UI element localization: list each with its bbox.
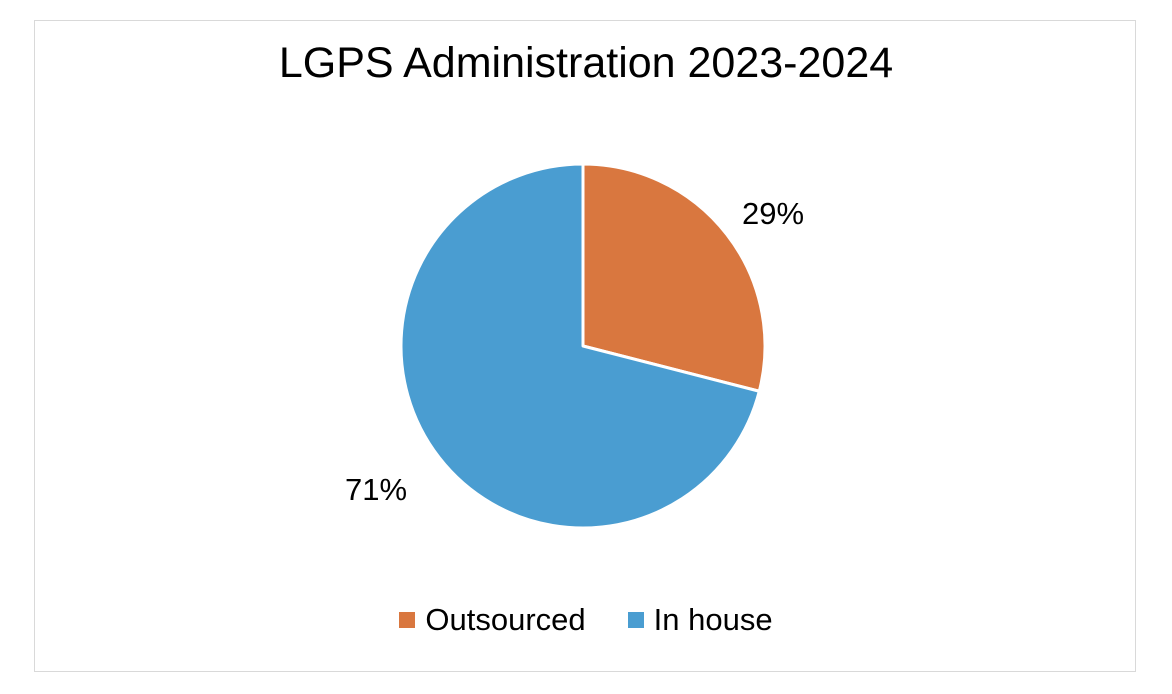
chart-title: LGPS Administration 2023-2024	[278, 39, 894, 87]
legend: Outsourced In house	[0, 604, 1172, 635]
legend-swatch-in-house	[627, 611, 644, 628]
pie-slice-outsourced	[581, 162, 767, 393]
data-label-in-house: 71%	[345, 472, 408, 507]
legend-item-outsourced: Outsourced	[399, 602, 586, 637]
pie-slice-in-house	[399, 162, 761, 530]
legend-label-in-house: In house	[653, 602, 773, 637]
legend-swatch-outsourced	[399, 611, 416, 628]
data-label-outsourced: 29%	[742, 196, 805, 231]
legend-item-in-house: In house	[627, 602, 773, 637]
legend-label-outsourced: Outsourced	[425, 602, 586, 637]
